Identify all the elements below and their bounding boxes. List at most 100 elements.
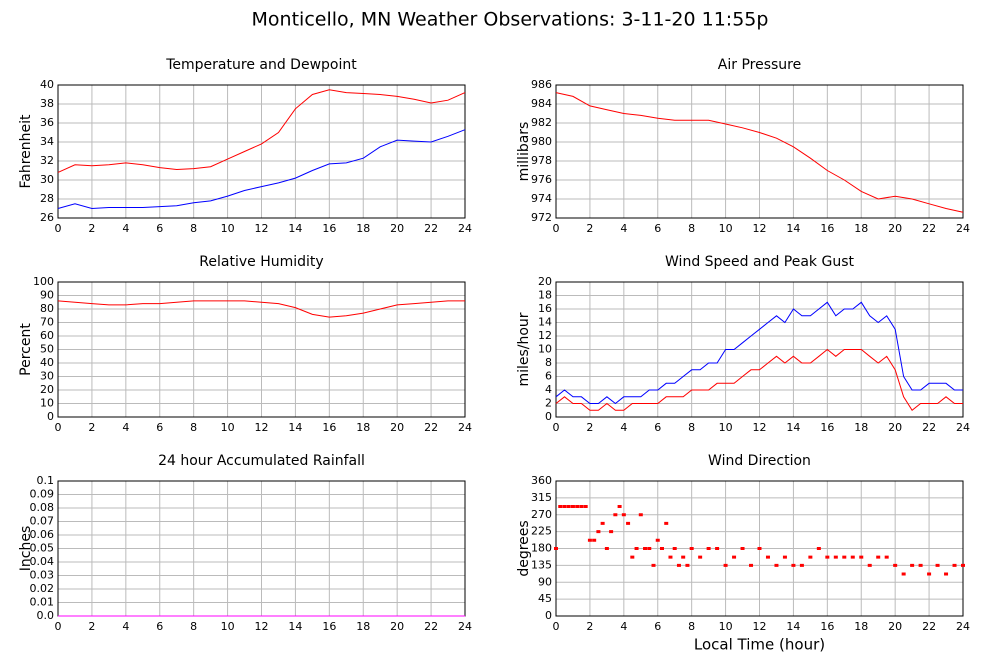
y-tick-label: 0.02: [30, 582, 55, 595]
x-tick-label: 20: [390, 222, 404, 235]
y-tick-label: 80: [40, 302, 54, 315]
y-tick-label: 36: [40, 116, 54, 129]
x-tick-label: 24: [458, 222, 472, 235]
x-tick-label: 2: [586, 421, 593, 434]
data-point: [630, 555, 635, 559]
data-point: [600, 521, 605, 525]
x-tick-label: 20: [888, 620, 902, 633]
y-tick-label: 0: [545, 410, 552, 423]
y-tick-label: 6: [545, 370, 552, 383]
x-tick-label: 18: [356, 421, 370, 434]
x-tick-label: 16: [820, 620, 834, 633]
x-tick-label: 18: [356, 222, 370, 235]
y-tick-label: 0.0: [37, 609, 55, 622]
y-tick-label: 0.08: [30, 501, 55, 514]
x-tick-label: 6: [654, 222, 661, 235]
plot-frame: [555, 84, 964, 219]
x-tick-label: 2: [586, 620, 593, 633]
y-axis-label: Fahrenheit: [18, 114, 34, 189]
y-tick-label: 135: [531, 558, 552, 571]
data-point: [732, 555, 737, 559]
y-tick-label: 100: [33, 275, 54, 288]
x-tick-label: 6: [156, 620, 163, 633]
x-tick-label: 24: [458, 421, 472, 434]
data-point: [952, 563, 957, 567]
x-tick-label: 12: [753, 222, 767, 235]
y-tick-label: 315: [531, 491, 552, 504]
data-point: [850, 555, 855, 559]
x-tick-label: 24: [956, 620, 970, 633]
y-tick-label: 30: [40, 370, 54, 383]
data-point: [749, 563, 754, 567]
y-tick-label: 26: [40, 211, 54, 224]
y-tick-label: 2: [545, 397, 552, 410]
data-point: [757, 547, 762, 550]
y-tick-label: 0.04: [30, 555, 55, 568]
data-point: [609, 530, 614, 534]
y-tick-label: 0: [47, 410, 54, 423]
data-point: [927, 572, 932, 576]
y-axis-label: degrees: [516, 520, 532, 576]
x-tick-label: 20: [888, 222, 902, 235]
x-tick-label: 10: [719, 222, 733, 235]
data-point: [647, 547, 652, 550]
x-tick-label: 18: [356, 620, 370, 633]
y-axis-label: millibars: [516, 122, 532, 182]
data-point: [664, 521, 669, 525]
x-tick-label: 4: [620, 222, 627, 235]
data-point: [833, 555, 838, 559]
data-point: [621, 513, 626, 517]
data-point: [604, 547, 609, 550]
y-tick-label: 20: [40, 383, 54, 396]
y-tick-label: 12: [538, 329, 552, 342]
y-tick-label: 4: [545, 383, 552, 396]
x-tick-label: 16: [322, 421, 336, 434]
data-point: [816, 547, 821, 550]
data-point: [681, 555, 686, 559]
x-tick-label: 4: [122, 620, 129, 633]
x-tick-label: 18: [854, 222, 868, 235]
data-point: [643, 547, 648, 550]
data-point: [961, 563, 965, 567]
y-tick-label: 270: [531, 508, 552, 521]
data-point: [944, 572, 949, 576]
y-tick-label: 60: [40, 329, 54, 342]
y-tick-label: 10: [40, 397, 54, 410]
data-point: [562, 505, 567, 508]
x-tick-label: 6: [654, 620, 661, 633]
plot-frame: [57, 84, 466, 219]
x-tick-label: 22: [424, 620, 438, 633]
y-tick-label: 90: [40, 289, 54, 302]
data-point: [774, 563, 779, 567]
y-tick-label: 978: [531, 154, 552, 167]
y-tick-label: 0.07: [30, 515, 55, 528]
y-tick-label: 984: [531, 97, 552, 110]
y-tick-label: 50: [40, 343, 54, 356]
y-tick-label: 0.03: [30, 569, 55, 582]
data-line: [57, 129, 466, 210]
data-point: [672, 547, 677, 550]
y-tick-label: 90: [538, 575, 552, 588]
y-tick-label: 0.1: [37, 474, 55, 487]
x-tick-label: 2: [88, 222, 95, 235]
y-tick-label: 0: [545, 609, 552, 622]
y-tick-label: 70: [40, 316, 54, 329]
data-point: [570, 505, 575, 508]
data-point: [596, 530, 601, 534]
x-tick-label: 10: [719, 421, 733, 434]
x-tick-label: 14: [786, 222, 800, 235]
data-point: [634, 547, 639, 550]
data-point: [655, 538, 660, 542]
data-point: [617, 505, 622, 508]
x-tick-label: 14: [288, 421, 302, 434]
y-tick-label: 976: [531, 173, 552, 186]
x-tick-label: 4: [122, 222, 129, 235]
x-tick-label: 12: [255, 421, 269, 434]
x-tick-label: 22: [424, 222, 438, 235]
y-tick-label: 28: [40, 192, 54, 205]
x-tick-label: 16: [322, 620, 336, 633]
data-line: [57, 300, 465, 318]
y-tick-label: 18: [538, 289, 552, 302]
x-tick-label: 22: [424, 421, 438, 434]
